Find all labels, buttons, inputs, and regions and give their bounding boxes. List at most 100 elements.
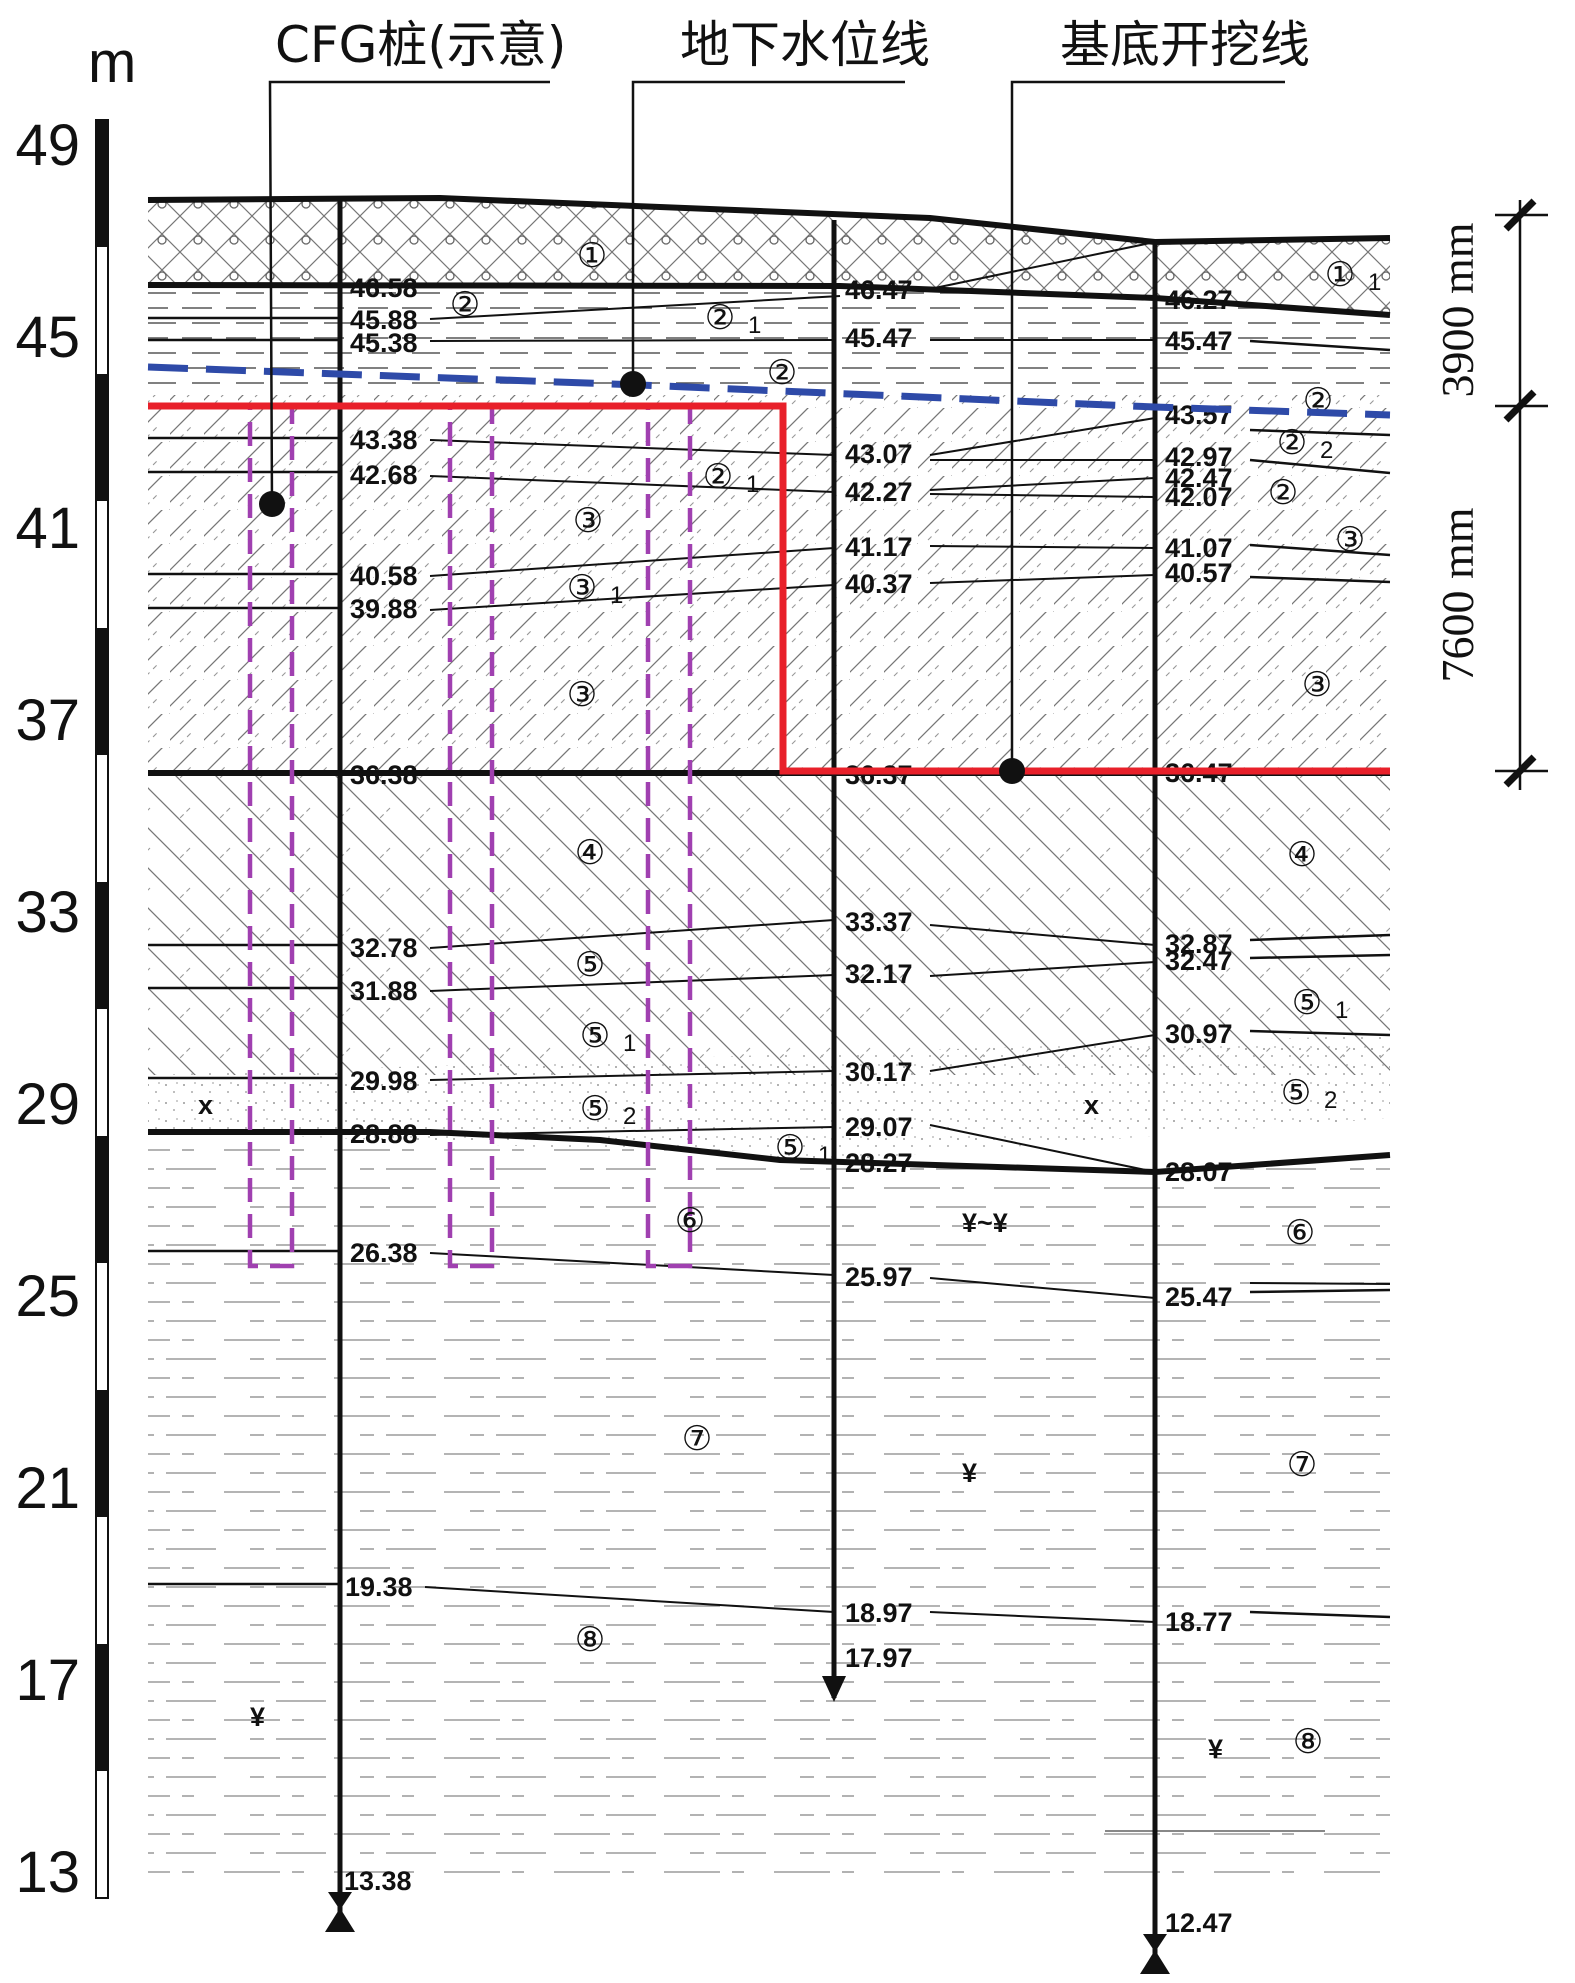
stratum-l3-b: ③ [1335, 521, 1365, 559]
leader-line-25 [929, 1611, 1156, 1623]
callout-water_table-label: 地下水位线 [680, 16, 930, 74]
leader-line-5 [429, 584, 835, 611]
leader-line-8 [429, 1070, 835, 1081]
leader-line-17 [929, 493, 1156, 498]
borehole-1-elev-1: 45.88 [350, 305, 418, 335]
stratum-l1-1-number: ① [1325, 256, 1355, 294]
scale-label-17: 17 [15, 1648, 80, 1713]
borehole-3-elev-5: 42.07 [1165, 482, 1233, 512]
stratum-l3-a: ③ [573, 502, 603, 540]
stratum-l5-1a-sub: 1 [623, 1030, 636, 1057]
stratum-l3-d: ③ [1302, 666, 1332, 704]
stratum-l2-b: ② [767, 354, 797, 392]
stratum-l5-1b-number: ⑤ [1292, 984, 1322, 1022]
excavation-line [148, 402, 1390, 775]
stratum-l2-2-number: ② [1277, 424, 1307, 462]
borehole-1-elev-0: 46.58 [350, 273, 418, 303]
dimension-lower-label: 7600 mm [1432, 507, 1483, 682]
borehole-3-end-triangle [1140, 1950, 1170, 1974]
boundary-ground-surface [147, 194, 1391, 246]
boundary-r-30 [1249, 1029, 1391, 1037]
borehole-1-elev-2: 45.38 [350, 328, 418, 358]
overlay-lines [147, 363, 1391, 775]
borehole-3-elev-0: 46.27 [1165, 285, 1233, 315]
boreholes [325, 200, 1170, 1974]
leader-line-12 [929, 241, 1156, 290]
callout-cfg_pile: CFG桩(示意) [259, 16, 566, 517]
boundary-r-43 [1249, 428, 1391, 437]
stratum-l5-2b-number: ⑤ [1281, 1074, 1311, 1112]
borehole-1-elev-9: 31.88 [350, 976, 418, 1006]
borehole-2-elev-8: 32.17 [845, 959, 913, 989]
callout-cfg_pile-leader [268, 80, 550, 505]
stratum-l4-a: ④ [575, 834, 605, 872]
borehole-3-elev-2: 43.57 [1165, 400, 1233, 430]
stratum-l2-d: ② [1268, 474, 1298, 512]
stratum-l5-1b-sub: 1 [1335, 997, 1348, 1024]
scale-segment-0 [96, 120, 108, 247]
borehole-1-elev-4: 42.68 [350, 460, 418, 490]
boundary-r-42 [1249, 458, 1391, 475]
fill-layer5-2 [148, 1035, 1390, 1160]
borehole-2-elev-2: 43.07 [845, 439, 913, 469]
borehole-2-elev-7: 33.37 [845, 907, 913, 937]
borehole-1-bottom-elev: 13.38 [344, 1866, 412, 1896]
borehole-1-elev-3: 43.38 [350, 425, 418, 455]
borehole-3-elev-3: 42.97 [1165, 442, 1233, 472]
stratum-l6-b: ⑥ [1285, 1214, 1315, 1252]
stratum-l2-2-sub: 2 [1320, 437, 1333, 464]
callouts: CFG桩(示意) 地下水位线 基底开挖线 [259, 16, 1310, 784]
leader-line-9 [429, 1126, 835, 1136]
stratum-l5-1c-number: ⑤ [775, 1129, 805, 1167]
borehole-1-elev-8: 32.78 [350, 933, 418, 963]
stratum-l5-1c-sub: 1 [818, 1142, 831, 1169]
stratum-l2-d-number: ② [1268, 474, 1298, 512]
mark-yen-left: ¥ [250, 1702, 265, 1732]
stratum-l1-1-sub: 1 [1368, 269, 1381, 296]
stratum-l5-1a-number: ⑤ [580, 1017, 610, 1055]
callout-water_table-leader [631, 80, 905, 384]
stratum-l2-a-number: ② [450, 286, 480, 324]
callout-cfg_pile-dot [259, 491, 285, 517]
callout-excavation_line-label: 基底开挖线 [1060, 16, 1310, 74]
scale-label-45: 45 [15, 305, 80, 370]
stratum-l3-c-number: ③ [567, 676, 597, 714]
leader-line-14 [929, 417, 1156, 456]
stratum-l8-b: ⑧ [1293, 1723, 1323, 1761]
stratum-l6-a-number: ⑥ [675, 1202, 705, 1240]
callout-water_table-dot [620, 371, 646, 397]
mark-yen-mid: ¥ [962, 1458, 977, 1488]
strata-fills [148, 200, 1390, 1890]
borehole-1-elev-11: 28.88 [350, 1119, 418, 1149]
borehole-2-arrow [822, 1676, 846, 1702]
scale-segment-4 [96, 628, 108, 755]
scale-label-13: 13 [15, 1840, 80, 1905]
stratum-l2-1b-sub: 1 [746, 471, 759, 498]
borehole-2-bottom-elev: 17.97 [845, 1643, 913, 1673]
borehole-3-arrow [1143, 1934, 1167, 1952]
stratum-l3-1-sub: 1 [610, 582, 623, 609]
scale-label-21: 21 [15, 1456, 80, 1521]
borehole-3-elev-9: 32.87 [1165, 929, 1233, 959]
stratum-l4-a-number: ④ [575, 834, 605, 872]
scale-label-49: 49 [15, 113, 80, 178]
mark-x-right: x [1084, 1090, 1099, 1120]
borehole-2-elev-9: 30.17 [845, 1057, 913, 1087]
elevation-scale: m49 45 41 37 33 29 25 21 17 13 [15, 30, 136, 1905]
borehole-1-elev-7: 36.38 [350, 760, 418, 790]
scale-label-37: 37 [15, 688, 80, 753]
scale-label-25: 25 [15, 1264, 80, 1329]
leader-line-7 [429, 974, 835, 992]
water-table-line [147, 363, 1391, 419]
borehole-2-elev-0: 46.47 [845, 275, 913, 305]
borehole-3-elev-6: 41.07 [1165, 533, 1233, 563]
borehole-2-elev-10: 29.07 [845, 1112, 913, 1142]
